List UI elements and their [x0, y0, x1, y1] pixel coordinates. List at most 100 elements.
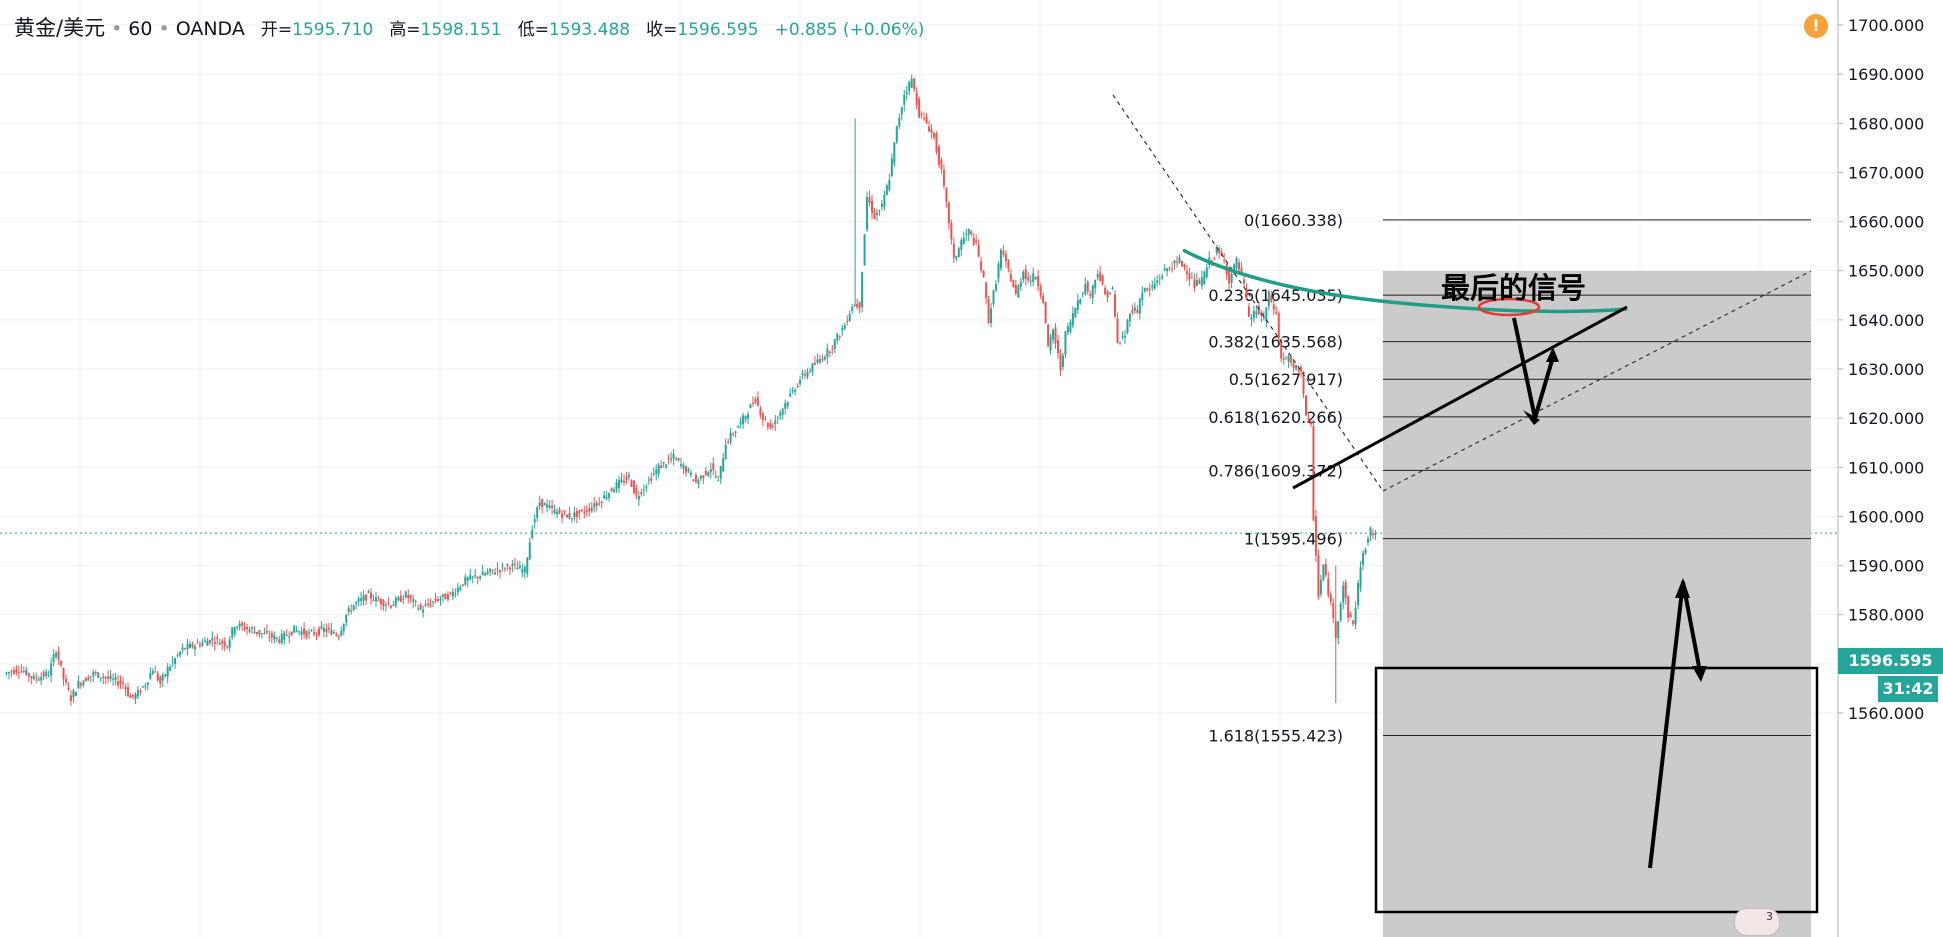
candle-body	[367, 591, 370, 593]
candle-body	[1247, 306, 1250, 317]
candle-body	[962, 237, 965, 245]
candle-body	[1352, 620, 1355, 624]
candle-body	[548, 505, 551, 508]
flag-count: 3	[1766, 910, 1773, 923]
candle-body	[340, 630, 343, 636]
candle-body	[853, 305, 856, 307]
candle-body	[999, 249, 1002, 269]
axis-tick-label: 1640.000	[1848, 311, 1924, 330]
candle-body	[796, 385, 799, 387]
candle-body	[667, 458, 670, 460]
candle-body	[809, 370, 811, 372]
candle-body	[1235, 257, 1238, 269]
candle-body	[293, 625, 296, 633]
candle-body	[801, 372, 804, 375]
candle-body	[169, 666, 172, 671]
candle-body	[1123, 335, 1126, 338]
candle-body	[1198, 280, 1201, 284]
candle-body	[489, 568, 492, 572]
candle-body	[1245, 288, 1248, 299]
flag-icon[interactable]: 3	[1734, 908, 1780, 936]
candle-body	[171, 661, 174, 663]
candle-body	[1230, 273, 1233, 283]
candle-body	[337, 636, 340, 638]
candle-body	[255, 631, 258, 634]
candle-body	[117, 681, 120, 686]
candle-body	[357, 598, 360, 602]
candle-body	[518, 565, 521, 569]
candle-body	[764, 418, 767, 420]
candle-body	[553, 509, 556, 514]
candle-body	[593, 503, 596, 508]
candle-body	[598, 503, 601, 505]
candle-body	[283, 632, 286, 640]
candle-body	[362, 595, 365, 601]
candle-body	[92, 671, 95, 676]
candle-body	[732, 434, 735, 436]
candle-body	[724, 444, 727, 460]
candle-body	[900, 107, 903, 115]
symbol-label[interactable]: 黄金/美元	[14, 16, 106, 40]
candle-body	[1096, 274, 1099, 278]
candle-body	[1109, 292, 1112, 295]
candle-body	[437, 599, 439, 602]
candle-body	[531, 529, 534, 538]
candle-body	[417, 608, 420, 610]
candle-body	[739, 421, 742, 424]
candle-body	[930, 129, 933, 133]
candle-body	[317, 628, 320, 636]
candle-body	[528, 542, 531, 560]
candle-body	[166, 667, 169, 677]
candle-body	[394, 598, 397, 606]
candle-body	[1275, 311, 1278, 314]
interval-label[interactable]: 60	[128, 18, 153, 40]
warning-icon[interactable]: !	[1804, 14, 1828, 38]
candle-body	[1037, 275, 1040, 287]
candle-body	[375, 597, 377, 602]
candle-body	[446, 594, 449, 600]
candle-body	[481, 571, 484, 576]
candle-body	[119, 680, 122, 684]
candle-body	[637, 496, 640, 500]
candle-body	[1153, 283, 1156, 289]
candle-body	[747, 414, 749, 419]
candle-body	[556, 511, 559, 515]
candle-body	[1213, 257, 1216, 259]
candle-body	[104, 676, 107, 679]
candle-body	[980, 261, 983, 271]
candle-body	[189, 643, 191, 648]
candle-body	[1270, 295, 1273, 303]
candle-body	[1322, 564, 1325, 581]
candle-body	[903, 95, 906, 105]
candle-body	[806, 371, 809, 377]
candle-body	[352, 605, 355, 611]
candle-body	[744, 416, 747, 420]
candle-body	[332, 632, 335, 634]
candle-body	[1210, 260, 1213, 262]
arrow-head	[1675, 578, 1690, 598]
candle-body	[149, 673, 152, 679]
candle-body	[377, 600, 380, 602]
candle-body	[25, 669, 28, 675]
candle-body	[265, 630, 268, 633]
candle-body	[967, 229, 970, 235]
candle-body	[1312, 426, 1315, 520]
candle-body	[516, 567, 519, 570]
candle-body	[1171, 268, 1174, 270]
candle-body	[288, 636, 291, 638]
candle-body	[298, 631, 301, 633]
candle-body	[30, 676, 33, 679]
candle-body	[1203, 271, 1206, 285]
candle-body	[608, 493, 611, 499]
candle-body	[273, 635, 276, 640]
candle-body	[1104, 287, 1107, 295]
candle-body	[1176, 261, 1179, 263]
candle-body	[1064, 331, 1067, 355]
change-value: +0.885 (+0.06%)	[774, 20, 925, 40]
candle-body	[1052, 329, 1055, 340]
axis-tick-label: 1560.000	[1848, 704, 1924, 723]
candle-body	[211, 637, 214, 641]
candle-body	[203, 640, 206, 642]
candle-body	[831, 348, 834, 350]
